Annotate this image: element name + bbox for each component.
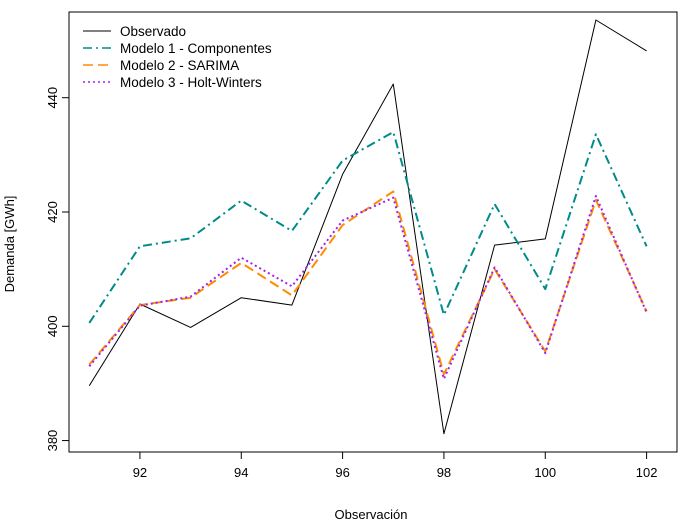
- x-tick-label: 94: [234, 465, 248, 480]
- legend: Observado Modelo 1 - Componentes Modelo 2 …: [83, 24, 272, 90]
- y-axis-title: Demanda [GWh]: [2, 196, 17, 293]
- x-tick-label: 92: [133, 465, 147, 480]
- legend-label: Modelo 1 - Componentes: [120, 41, 272, 56]
- y-tick-label: 420: [45, 201, 60, 223]
- series-line-2: [88, 131, 648, 324]
- x-tick-label: 102: [636, 465, 658, 480]
- x-axis-title: Observación: [335, 507, 408, 522]
- y-tick-label: 380: [45, 430, 60, 452]
- series-line-3: [88, 190, 648, 376]
- x-tick-label: 100: [534, 465, 556, 480]
- legend-label: Observado: [120, 24, 186, 39]
- x-axis: 92 94 96 98 100 102: [133, 451, 658, 480]
- x-tick-label: 98: [437, 465, 451, 480]
- y-tick-label: 440: [45, 87, 60, 109]
- series-line-4: [88, 195, 648, 380]
- legend-label: Modelo 2 - SARIMA: [120, 58, 239, 73]
- y-tick-label: 400: [45, 315, 60, 337]
- legend-label: Modelo 3 - Holt-Winters: [120, 75, 262, 90]
- x-tick-label: 96: [335, 465, 349, 480]
- series-layer: [88, 19, 648, 435]
- y-axis: 380 400 420 440: [45, 87, 70, 452]
- series-line-1: [88, 19, 647, 435]
